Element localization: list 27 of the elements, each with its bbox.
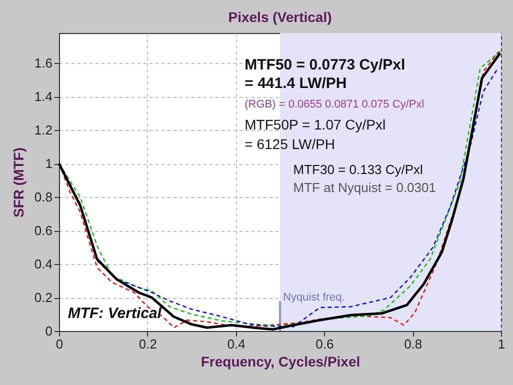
annotation: MTF30 = 0.133 Cy/Pxl xyxy=(293,162,424,178)
band-label: Nyquist freq. xyxy=(283,292,345,304)
y-tick-label: 0.2 xyxy=(34,290,52,306)
x-tick-label: 0.2 xyxy=(138,336,157,352)
y-tick-label: 1.2 xyxy=(34,122,52,138)
y-tick-label: 0.4 xyxy=(34,256,52,272)
x-tick-label: 1 xyxy=(498,336,506,352)
y-tick-label: 1.6 xyxy=(34,56,52,71)
y-tick-label: 0 xyxy=(45,324,52,338)
y-tick-label: 1 xyxy=(45,156,52,172)
y-tick-label: 1.4 xyxy=(34,89,52,104)
annotation: MTF50P = 1.07 Cy/Pxl xyxy=(244,116,386,132)
annotation: = 441.4 LW/PH xyxy=(244,75,347,92)
chart-title: Pixels (Vertical) xyxy=(228,9,332,25)
annotation: MTF at Nyquist = 0.0301 xyxy=(293,180,436,195)
x-tick-label: 0.4 xyxy=(227,336,246,352)
annotation: MTF50 = 0.0773 Cy/Pxl xyxy=(244,56,406,74)
y-tick-label: 0.6 xyxy=(34,223,52,238)
y-tick-label: 0.8 xyxy=(34,190,52,205)
x-tick-label: 0.6 xyxy=(316,336,334,352)
y-axis-title: SFR (MTF) xyxy=(10,148,26,218)
x-tick-label: 0.8 xyxy=(404,336,422,352)
x-axis-title: Frequency, Cycles/Pixel xyxy=(200,354,360,370)
annotation: MTF: Vertical xyxy=(68,305,162,322)
annotation: (RGB) = 0.0655 0.0871 0.075 Cy/Pxl xyxy=(244,98,424,111)
x-tick-label: 0 xyxy=(56,336,64,352)
annotation: = 6125 LW/PH xyxy=(244,136,336,152)
